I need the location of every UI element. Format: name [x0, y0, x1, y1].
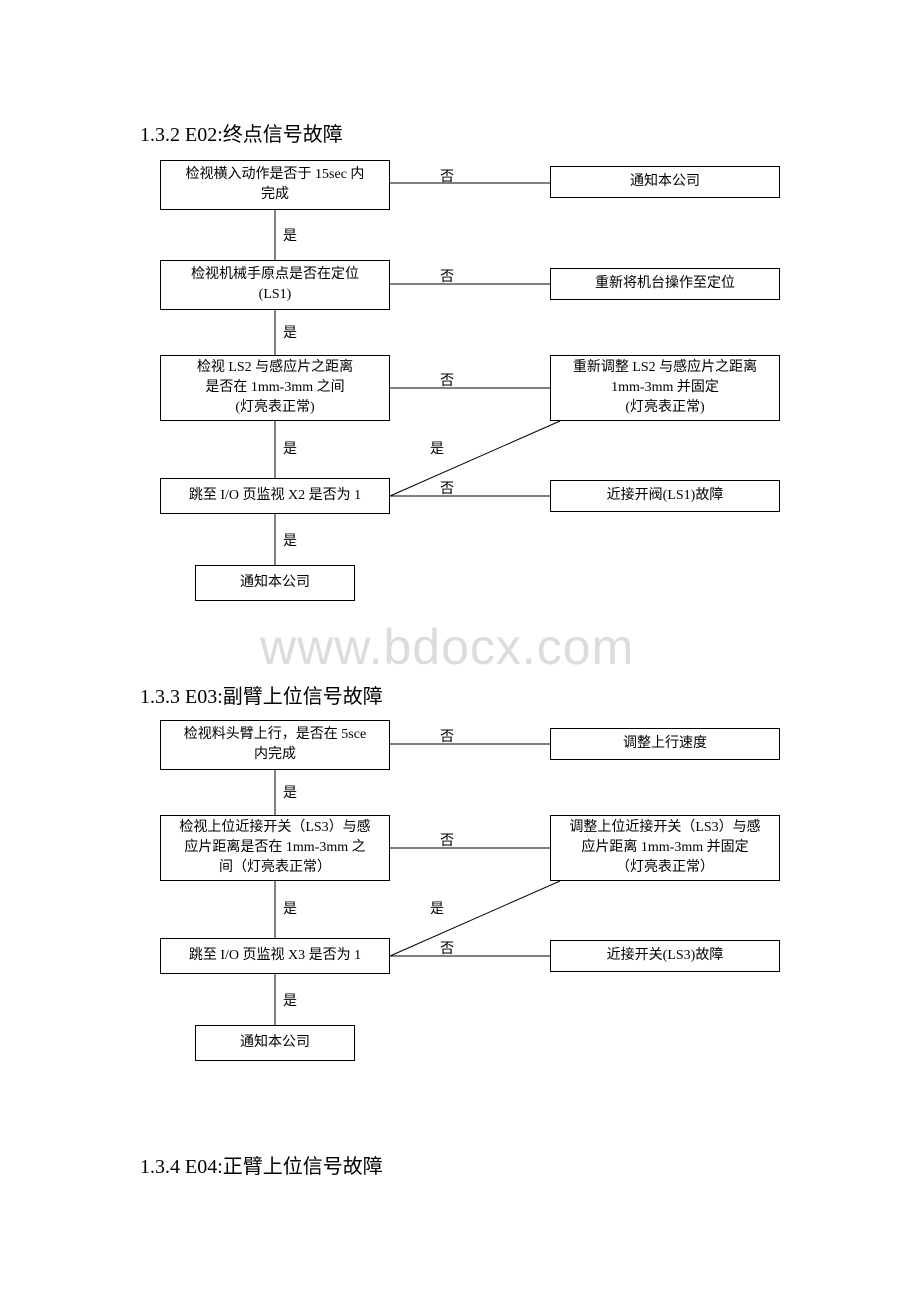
f2-result-2: 调整上位近接开关（LS3）与感应片距离 1mm-3mm 并固定（灯亮表正常） [550, 815, 780, 881]
f2-yes-2: 是 [283, 898, 297, 918]
f1-result-1: 通知本公司 [550, 166, 780, 198]
f1-yes-4: 是 [283, 530, 297, 550]
section-heading-e02: 1.3.2 E02:终点信号故障 [140, 118, 343, 147]
f1-result-2: 重新将机台操作至定位 [550, 268, 780, 300]
f1-result-3: 重新调整 LS2 与感应片之距离1mm-3mm 并固定(灯亮表正常) [550, 355, 780, 421]
watermark: www.bdocx.com [260, 618, 634, 676]
section-heading-e03: 1.3.3 E03:副臂上位信号故障 [140, 680, 383, 709]
f1-step-4: 跳至 I/O 页监视 X2 是否为 1 [160, 478, 390, 514]
f2-step-4: 通知本公司 [195, 1025, 355, 1061]
f1-no-1: 否 [440, 166, 454, 186]
connectors [0, 0, 920, 1302]
f2-no-1: 否 [440, 726, 454, 746]
f1-no-3: 否 [440, 370, 454, 390]
f2-step-3: 跳至 I/O 页监视 X3 是否为 1 [160, 938, 390, 974]
f1-step-5: 通知本公司 [195, 565, 355, 601]
f2-step-2: 检视上位近接开关（LS3）与感应片距离是否在 1mm-3mm 之间（灯亮表正常） [160, 815, 390, 881]
f1-step-3: 检视 LS2 与感应片之距离是否在 1mm-3mm 之间(灯亮表正常) [160, 355, 390, 421]
f1-step-1: 检视横入动作是否于 15sec 内完成 [160, 160, 390, 210]
page: www.bdocx.com 1.3.2 E02:终点信号故障 检视横入动作是否于… [0, 0, 920, 1302]
f2-yes-1: 是 [283, 782, 297, 802]
section-heading-e04: 1.3.4 E04:正臂上位信号故障 [140, 1150, 383, 1179]
f1-yes-1: 是 [283, 225, 297, 245]
f1-no-4: 否 [440, 478, 454, 498]
f1-result-4: 近接开阀(LS1)故障 [550, 480, 780, 512]
f2-yes-diag: 是 [430, 898, 444, 918]
f2-result-3: 近接开关(LS3)故障 [550, 940, 780, 972]
f1-yes-2: 是 [283, 322, 297, 342]
f2-no-3: 否 [440, 938, 454, 958]
f1-step-2: 检视机械手原点是否在定位(LS1) [160, 260, 390, 310]
f1-yes-diag: 是 [430, 438, 444, 458]
f2-yes-3: 是 [283, 990, 297, 1010]
f1-no-2: 否 [440, 266, 454, 286]
f1-yes-3: 是 [283, 438, 297, 458]
f2-no-2: 否 [440, 830, 454, 850]
f2-step-1: 检视料头臂上行，是否在 5sce内完成 [160, 720, 390, 770]
f2-result-1: 调整上行速度 [550, 728, 780, 760]
